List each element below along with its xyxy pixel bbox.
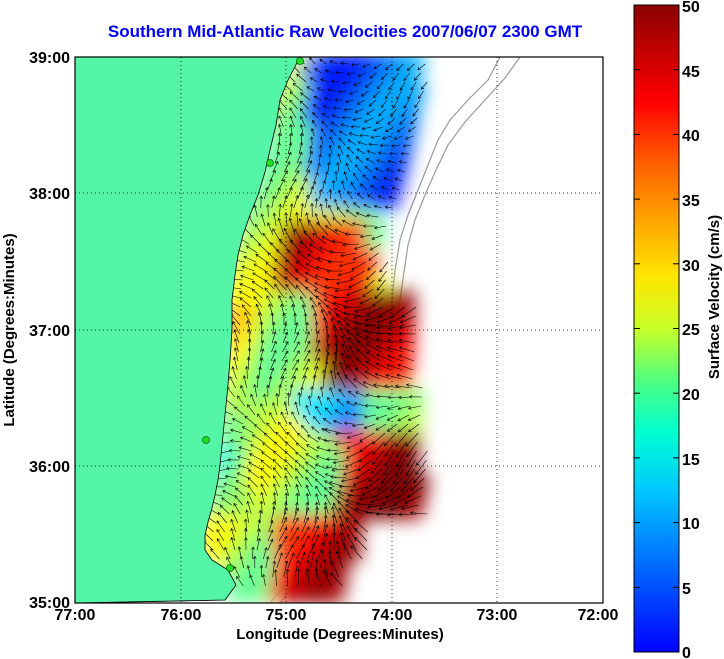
- colorbar-tick-label: 10: [682, 516, 700, 533]
- colorbar: [633, 4, 680, 653]
- y-axis-label: Latitude (Degrees:Minutes): [1, 233, 18, 426]
- radar-site-marker: [296, 57, 304, 65]
- x-axis-label: Longitude (Degrees:Minutes): [236, 626, 444, 643]
- colorbar-tick-label: 30: [682, 258, 700, 275]
- y-tick-label: 38:00: [29, 186, 70, 203]
- radar-site-marker: [202, 436, 210, 444]
- radar-site-marker: [266, 159, 274, 167]
- grid-lines: [75, 57, 603, 603]
- map-title: Southern Mid-Atlantic Raw Velocities 200…: [107, 22, 583, 41]
- radar-sites: [202, 57, 304, 572]
- colorbar-tick-label: 45: [682, 64, 700, 81]
- y-tick-label: 39:00: [29, 50, 70, 67]
- velocity-vectors: [202, 57, 428, 587]
- colorbar-tick-label: 20: [682, 387, 700, 404]
- colorbar-tick-label: 50: [682, 0, 700, 16]
- x-tick-label: 75:00: [266, 607, 307, 624]
- x-tick-label: 72:00: [578, 607, 619, 624]
- colorbar-ticks: [634, 4, 679, 653]
- colorbar-tick-label: 25: [682, 322, 700, 339]
- y-tick-label: 37:00: [29, 323, 70, 340]
- colorbar-tick-label: 5: [682, 581, 691, 598]
- y-tick-labels: 39:00 38:00 37:00 36:00 35:00: [29, 50, 70, 612]
- radar-site-marker: [226, 564, 234, 572]
- x-tick-label: 76:00: [161, 607, 202, 624]
- colorbar-tick-label: 15: [682, 452, 700, 469]
- x-tick-label: 74:00: [372, 607, 413, 624]
- x-tick-label: 73:00: [477, 607, 518, 624]
- colorbar-tick-label: 0: [682, 645, 691, 659]
- y-tick-label: 35:00: [29, 595, 70, 612]
- y-tick-label: 36:00: [29, 459, 70, 476]
- x-tick-labels: 77:00 76:00 75:00 74:00 73:00 72:00: [55, 607, 619, 624]
- colorbar-tick-labels: 50 45 40 35 30 25 20 15 10 5 0: [682, 0, 700, 659]
- axes-frame: [74, 56, 604, 604]
- colorbar-label: Surface Velocity (cm/s): [706, 215, 723, 379]
- x-tick-label: 77:00: [55, 607, 96, 624]
- colorbar-tick-label: 40: [682, 128, 700, 145]
- colorbar-tick-label: 35: [682, 193, 700, 210]
